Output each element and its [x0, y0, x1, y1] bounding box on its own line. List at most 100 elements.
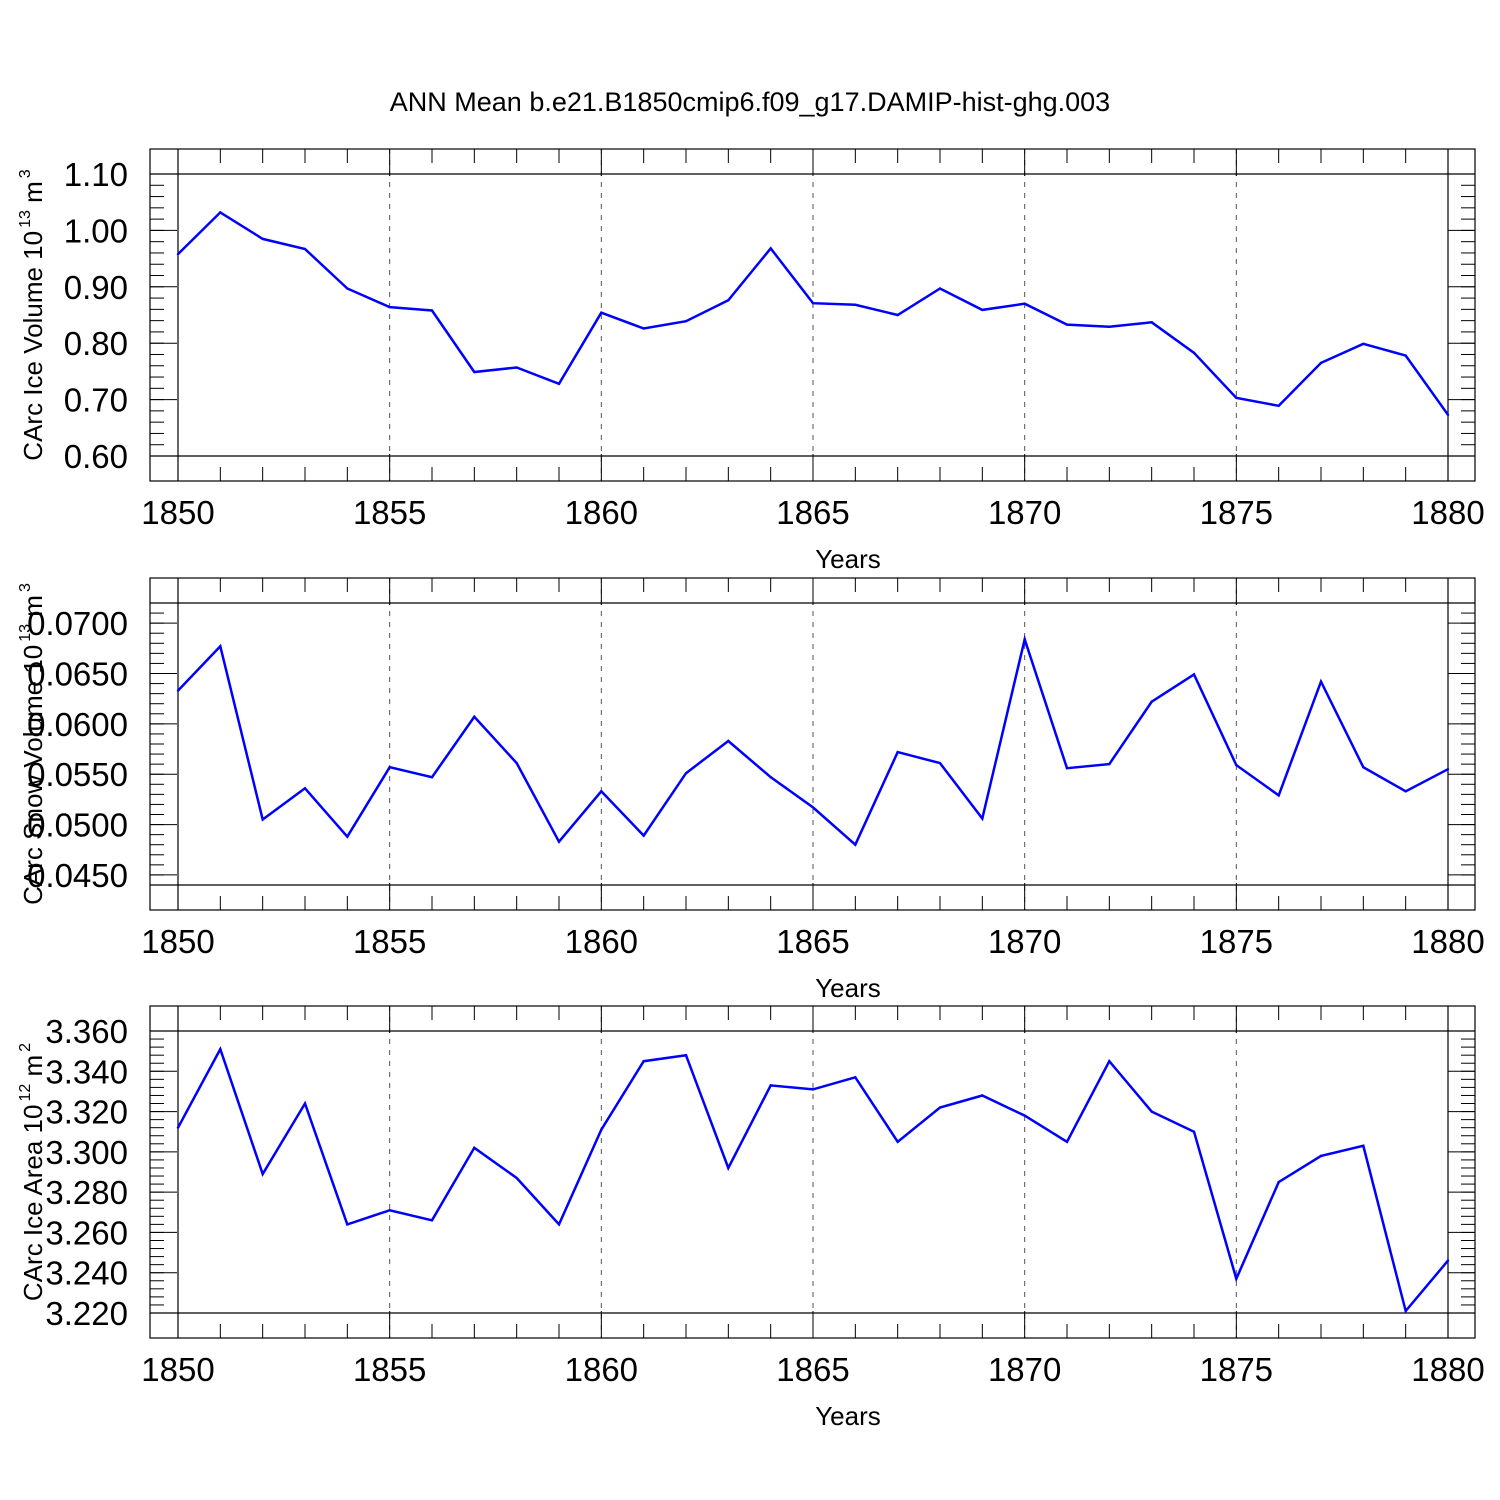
y-axis-label-unit: m — [18, 1055, 48, 1084]
data-point — [1023, 302, 1026, 305]
y-axis-label-text: CArc Ice Volume 10 — [18, 231, 48, 461]
data-point — [430, 1219, 434, 1222]
data-point — [981, 817, 984, 820]
data-point — [1108, 762, 1111, 766]
data-point — [1362, 1144, 1365, 1148]
y-tick-label: 0.70 — [64, 382, 128, 419]
data-point — [388, 1209, 391, 1212]
y-tick-label: 0.0700 — [27, 605, 128, 642]
data-point — [473, 370, 476, 374]
y-tick-label: 1.00 — [64, 212, 128, 249]
y-tick-label: 0.0650 — [27, 656, 128, 693]
x-tick-label: 1865 — [776, 923, 849, 960]
y-axis-label: CArc Ice Volume 10 13 m 3 — [17, 169, 48, 460]
data-point — [642, 834, 645, 837]
data-point — [769, 1084, 772, 1087]
data-point — [1277, 1180, 1280, 1184]
data-point — [1446, 767, 1450, 771]
data-point — [261, 818, 264, 821]
data-point — [473, 715, 476, 719]
data-point — [430, 776, 434, 779]
data-point — [769, 247, 772, 250]
data-point — [1446, 413, 1450, 417]
x-tick-label: 1875 — [1200, 1351, 1273, 1388]
data-point — [1023, 638, 1026, 641]
data-point — [473, 1146, 476, 1150]
data-point — [219, 211, 222, 214]
y-axis-label-text: CArc Ice Area 10 — [18, 1105, 48, 1302]
data-point — [346, 1223, 349, 1226]
x-tick-label: 1875 — [1200, 923, 1273, 960]
data-point — [388, 305, 391, 309]
data-point — [176, 1126, 180, 1129]
data-point — [769, 776, 772, 779]
x-tick-label: 1865 — [776, 494, 849, 531]
y-axis-label-unit-exponent: 2 — [17, 1043, 34, 1052]
y-tick-label: 0.0600 — [27, 706, 128, 743]
data-point — [1108, 1060, 1111, 1063]
data-point — [854, 303, 857, 307]
y-tick-label: 3.300 — [45, 1134, 128, 1171]
data-point — [896, 750, 899, 754]
x-tick-label: 1870 — [988, 1351, 1061, 1388]
data-point — [684, 772, 688, 775]
data-point — [981, 1094, 984, 1097]
y-axis-label-unit-exponent: 3 — [17, 583, 34, 592]
data-point — [1319, 1154, 1323, 1158]
data-point — [1150, 1110, 1153, 1113]
x-tick-label: 1880 — [1411, 1351, 1484, 1388]
x-axis-label: Years — [815, 544, 881, 574]
data-point — [388, 765, 391, 769]
y-tick-label: 3.320 — [45, 1094, 128, 1131]
x-tick-label: 1860 — [565, 1351, 638, 1388]
data-point — [1446, 1259, 1450, 1262]
data-point — [684, 320, 688, 323]
y-axis-label-exponent: 13 — [17, 210, 34, 228]
data-point — [261, 1172, 264, 1176]
data-point — [346, 835, 349, 838]
data-point — [811, 806, 815, 809]
y-tick-label: 0.0550 — [27, 756, 128, 793]
data-point — [811, 301, 815, 305]
data-point — [1235, 763, 1238, 767]
data-point — [515, 1176, 518, 1180]
data-point — [176, 252, 180, 256]
data-point — [219, 645, 222, 648]
data-point — [727, 1166, 730, 1170]
panels: 0.60 0.70 0.80 0.90 1.00 1.10 1850 1855 1860 1865… — [17, 148, 1485, 1431]
data-point — [938, 287, 942, 290]
x-tick-label: 1850 — [141, 494, 214, 531]
data-point — [727, 299, 730, 302]
data-point — [896, 1140, 899, 1143]
y-tick-label: 3.360 — [45, 1013, 128, 1050]
data-point — [346, 287, 349, 290]
data-point — [642, 1060, 645, 1063]
data-point — [176, 689, 180, 692]
data-point — [1277, 404, 1280, 408]
data-point — [811, 1088, 815, 1091]
panel-2: 0.0450 0.0500 0.0550 0.0600 0.0650 0.0700 1850… — [17, 577, 1485, 1003]
y-tick-label: 0.0500 — [27, 807, 128, 844]
x-tick-label: 1865 — [776, 1351, 849, 1388]
y-tick-label: 3.220 — [45, 1295, 128, 1332]
x-tick-label: 1860 — [565, 494, 638, 531]
y-axis-label-unit: m — [18, 595, 48, 624]
data-point — [854, 1076, 857, 1079]
x-tick-label: 1860 — [565, 923, 638, 960]
figure-title: ANN Mean b.e21.B1850cmip6.f09_g17.DAMIP-… — [390, 87, 1110, 117]
x-tick-label: 1855 — [353, 1351, 426, 1388]
data-point — [515, 366, 518, 369]
y-tick-label: 0.90 — [64, 269, 128, 306]
data-point — [1277, 794, 1280, 797]
data-point — [600, 1128, 603, 1131]
data-point — [896, 313, 899, 317]
data-point — [303, 787, 307, 790]
data-point — [1404, 354, 1407, 357]
x-tick-label: 1870 — [988, 494, 1061, 531]
data-point — [1065, 1140, 1069, 1143]
data-point — [219, 1047, 222, 1051]
data-point — [1150, 700, 1153, 703]
x-tick-label: 1875 — [1200, 494, 1273, 531]
x-tick-label: 1855 — [353, 494, 426, 531]
